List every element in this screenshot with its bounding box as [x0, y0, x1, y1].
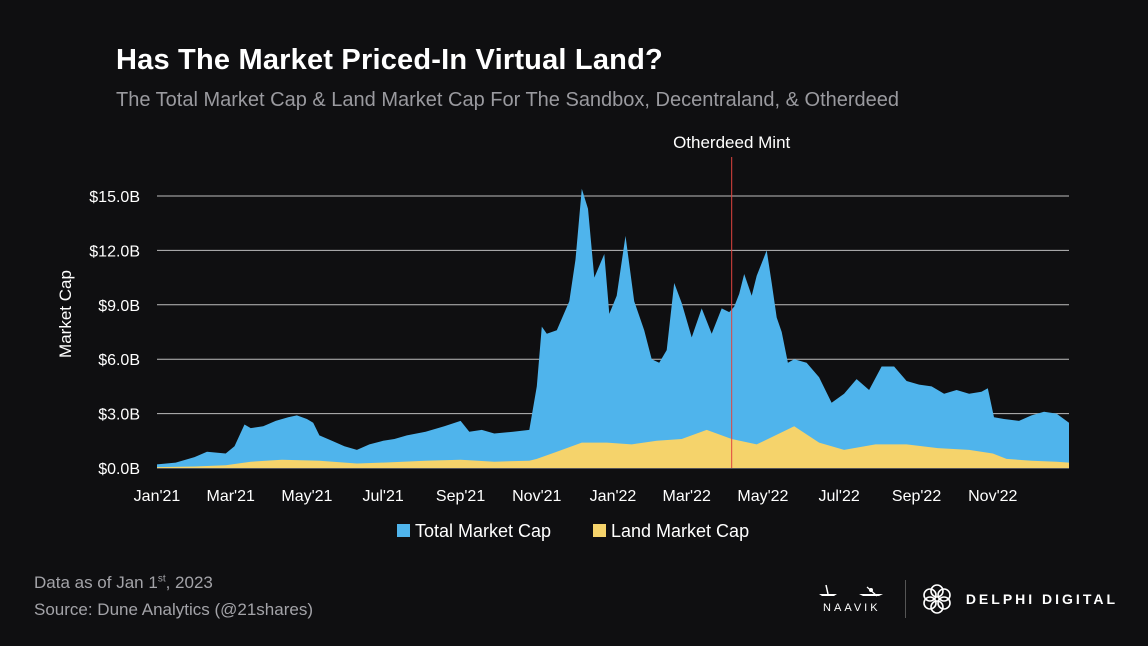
naavik-wordmark: NAAVIK: [823, 602, 881, 614]
y-tick-label: $9.0B: [98, 298, 140, 315]
y-tick-label: $15.0B: [89, 189, 140, 206]
delphi-flower-icon: [923, 584, 951, 614]
x-tick-label: Nov'22: [968, 488, 1017, 505]
x-tick-label: Jul'22: [818, 488, 859, 505]
legend-label-1: Land Market Cap: [611, 521, 749, 541]
y-tick-label: $0.0B: [98, 461, 140, 478]
data-as-of-prefix: Data as of Jan 1: [34, 573, 158, 592]
naavik-logo: NAAVIK: [817, 584, 887, 614]
source-note: Source: Dune Analytics (@21shares): [34, 600, 313, 619]
x-tick-label: Nov'21: [512, 488, 561, 505]
x-tick-label: May'21: [281, 488, 332, 505]
x-tick-label: Jan'21: [134, 488, 181, 505]
tick-labels: $0.0B $3.0B $6.0B $9.0B $12.0B $15.0B Jan'21 Ma…: [56, 189, 1018, 505]
x-tick-label: Sep'21: [436, 488, 485, 505]
delphi-logo: DELPHI DIGITAL: [920, 582, 1118, 616]
legend-label-0: Total Market Cap: [415, 521, 551, 541]
legend: Total Market Cap Land Market Cap: [397, 521, 749, 541]
boat-icon: [818, 584, 883, 597]
x-tick-label: Mar'22: [663, 488, 712, 505]
delphi-wordmark: DELPHI DIGITAL: [965, 591, 1118, 607]
x-tick-label: May'22: [737, 488, 788, 505]
chart-title: Has The Market Priced-In Virtual Land?: [116, 44, 663, 76]
x-tick-label: Jul'21: [362, 488, 403, 505]
area-series-land-market-cap: [157, 426, 1069, 468]
y-tick-label: $3.0B: [98, 407, 140, 424]
areas: [157, 188, 1069, 468]
area-series-total-market-cap: [157, 188, 1069, 468]
data-as-of-suffix: , 2023: [165, 573, 213, 592]
legend-swatch-1: [593, 524, 606, 537]
data-as-of-sup: st: [157, 573, 166, 585]
x-tick-label: Jan'22: [590, 488, 637, 505]
x-tick-label: Sep'22: [892, 488, 941, 505]
legend-swatch-0: [397, 524, 410, 537]
annotation: Otherdeed Mint: [673, 133, 791, 468]
logos: NAAVIK DELPHI DIGITAL: [817, 580, 1118, 618]
chart-subtitle: The Total Market Cap & Land Market Cap F…: [116, 89, 900, 111]
otherdeed-mint-label: Otherdeed Mint: [673, 133, 790, 152]
x-tick-label: Mar'21: [207, 488, 256, 505]
logo-divider: [904, 580, 906, 618]
data-as-of-note: Data as of Jan 1st, 2023: [34, 573, 213, 593]
y-tick-label: $6.0B: [98, 352, 140, 369]
y-axis-label: Market Cap: [56, 270, 75, 358]
y-tick-label: $12.0B: [89, 243, 140, 260]
